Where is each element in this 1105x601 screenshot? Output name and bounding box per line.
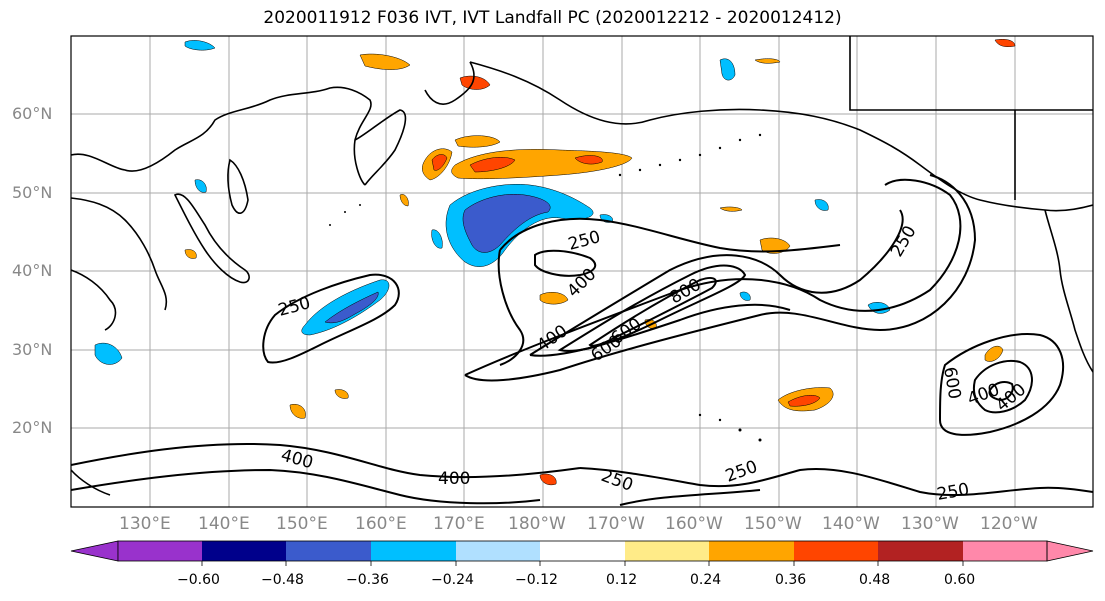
contour-250-jet bbox=[464, 178, 962, 376]
lat-label-30n: 30°N bbox=[12, 340, 53, 359]
contour-800-jet bbox=[588, 277, 717, 347]
colorbar-tick-label: −0.48 bbox=[261, 572, 304, 588]
colorbar-segment bbox=[202, 541, 286, 561]
colorbar-tick-label: 0.24 bbox=[690, 572, 722, 588]
lon-label-140e: 140°E bbox=[198, 514, 250, 534]
contour-400-jet bbox=[529, 209, 904, 356]
colorbar-segment bbox=[456, 541, 540, 561]
colorbar-tick-label: −0.12 bbox=[515, 572, 558, 588]
colorbar bbox=[70, 540, 1094, 566]
contour-label: 400 bbox=[438, 469, 470, 489]
lon-label-170e: 170°E bbox=[433, 514, 485, 534]
lat-label-50n: 50°N bbox=[12, 183, 53, 202]
lat-label-20n: 20°N bbox=[12, 418, 53, 437]
lon-label-140w: 140°W bbox=[822, 514, 880, 534]
colorbar-tick-label: −0.24 bbox=[431, 572, 474, 588]
colorbar-segment bbox=[963, 541, 1047, 561]
shaded-anomalies bbox=[94, 39, 1016, 486]
map-title: 2020011912 F036 IVT, IVT Landfall PC (20… bbox=[263, 8, 842, 28]
contour-400-south bbox=[71, 443, 581, 479]
colorbar-segment bbox=[540, 541, 625, 561]
lon-label-150w: 150°W bbox=[744, 514, 802, 534]
colorbar-tick-label: 0.36 bbox=[775, 572, 807, 588]
colorbar-segment bbox=[878, 541, 963, 561]
colorbar-tick-label: −0.60 bbox=[177, 572, 220, 588]
map-content: 250 250 400 800 400 600 600 250 400 400 … bbox=[71, 36, 1093, 507]
colorbar-segment bbox=[286, 541, 371, 561]
colorbar-left-extend bbox=[70, 540, 119, 562]
negative-anomaly-patch-2 bbox=[301, 279, 390, 336]
kamchatka bbox=[354, 109, 407, 186]
lon-label-120w: 120°W bbox=[980, 514, 1038, 534]
colorbar-segment bbox=[118, 541, 202, 561]
colorbar-segment bbox=[709, 541, 794, 561]
colorbar-segment bbox=[625, 541, 709, 561]
lon-label-130w: 130°W bbox=[901, 514, 959, 534]
asia-coast bbox=[71, 86, 372, 186]
contour-250-east bbox=[938, 333, 1065, 436]
islands bbox=[329, 133, 762, 442]
alaska-coast bbox=[469, 61, 1093, 212]
japan bbox=[173, 193, 250, 284]
lon-label-150e: 150°E bbox=[276, 514, 328, 534]
negative-anomaly-core bbox=[462, 194, 551, 253]
colorbar-tick-label: 0.12 bbox=[606, 572, 638, 588]
lat-label-60n: 60°N bbox=[12, 104, 53, 123]
map-frame bbox=[70, 35, 1094, 508]
colorbar-tick-label: 0.60 bbox=[944, 572, 976, 588]
lon-label-180w: 180°W bbox=[508, 514, 566, 534]
colorbar-segment bbox=[794, 541, 878, 561]
ivt-contours bbox=[71, 174, 1093, 506]
lon-label-160e: 160°E bbox=[355, 514, 407, 534]
colorbar-tick-label: 0.48 bbox=[859, 572, 891, 588]
lon-label-130e: 130°E bbox=[119, 514, 171, 534]
lon-label-160w: 160°W bbox=[665, 514, 723, 534]
us-west-coast bbox=[1044, 209, 1093, 373]
lat-label-40n: 40°N bbox=[12, 261, 53, 280]
lon-label-170w: 170°W bbox=[587, 514, 645, 534]
colorbar-tick-label: −0.36 bbox=[346, 572, 389, 588]
colorbar-right-extend bbox=[1046, 540, 1094, 562]
contour-250-west bbox=[262, 273, 400, 364]
coastlines bbox=[71, 36, 1093, 496]
colorbar-segment bbox=[371, 541, 456, 561]
contour-600-jet bbox=[557, 264, 747, 352]
